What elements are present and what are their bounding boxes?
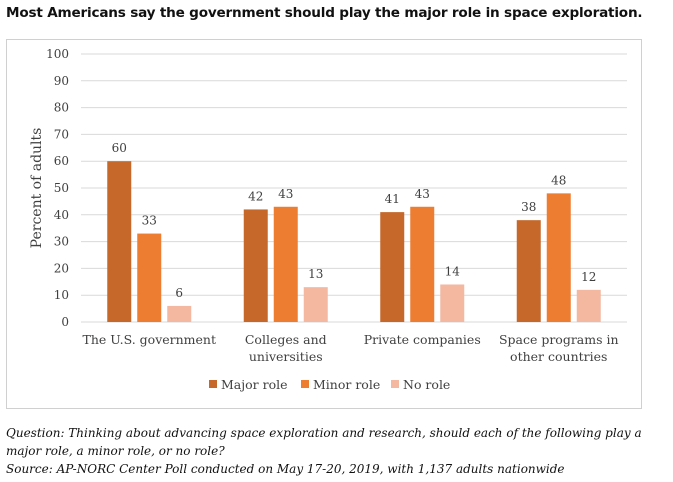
x-category-label: Space programs in: [499, 332, 619, 347]
data-label: 14: [445, 264, 461, 278]
y-tick-label: 50: [54, 181, 69, 195]
x-category-label: universities: [249, 349, 323, 364]
legend-label: No role: [403, 377, 450, 392]
y-tick-label: 100: [46, 47, 69, 61]
y-tick-label: 80: [54, 101, 69, 115]
legend-label: Major role: [221, 377, 288, 392]
bar-chart: 0 10 20 30 40 50 60 70 80 90 100 Percent of adults 6…: [29, 47, 627, 392]
question-text-cont: major role, a minor role, or no role?: [6, 444, 225, 458]
source-text: Source: AP-NORC Center Poll conducted on…: [6, 462, 565, 476]
data-label: 48: [551, 173, 566, 187]
y-axis-label: Percent of adults: [29, 128, 45, 249]
bar: [107, 161, 132, 322]
bar: [440, 284, 465, 322]
chart-panel: 0 10 20 30 40 50 60 70 80 90 100 Percent of adults 6…: [6, 39, 642, 409]
legend-swatch: [391, 380, 399, 388]
bar: [303, 287, 328, 322]
data-label: 6: [175, 286, 183, 300]
y-tick-label: 40: [54, 208, 69, 222]
x-category-label: other countries: [510, 349, 607, 364]
question-text: Question: Thinking about advancing space…: [6, 426, 642, 440]
y-tick-label: 20: [54, 261, 69, 275]
bar: [167, 305, 192, 322]
bar: [546, 193, 571, 322]
y-tick-label: 60: [54, 154, 69, 168]
data-label: 41: [385, 192, 400, 206]
legend-swatch: [209, 380, 217, 388]
legend-swatch: [301, 380, 309, 388]
x-category-label: Private companies: [364, 332, 481, 347]
y-tick-label: 90: [54, 74, 69, 88]
legend-label: Minor role: [313, 377, 380, 392]
data-label: 42: [248, 189, 263, 203]
data-label: 38: [521, 200, 536, 214]
chart-title: Most Americans say the government should…: [6, 5, 643, 21]
data-label: 12: [581, 270, 596, 284]
data-label: 13: [308, 267, 323, 281]
bar: [576, 289, 601, 322]
data-label: 33: [142, 214, 157, 228]
bar: [380, 212, 405, 322]
y-tick-label: 0: [61, 315, 69, 329]
bar: [137, 233, 162, 322]
bar: [273, 206, 298, 322]
y-tick-label: 30: [54, 235, 69, 249]
data-label: 60: [112, 141, 127, 155]
bar: [243, 209, 268, 322]
x-category-label: The U.S. government: [82, 332, 216, 347]
data-label: 43: [278, 187, 293, 201]
data-label: 43: [415, 187, 430, 201]
bar: [410, 206, 435, 322]
chart-notes: Question: Thinking about advancing space…: [6, 424, 670, 478]
bar: [516, 220, 541, 322]
y-tick-label: 10: [54, 288, 69, 302]
y-tick-label: 70: [54, 127, 69, 141]
x-category-label: Colleges and: [245, 332, 327, 347]
